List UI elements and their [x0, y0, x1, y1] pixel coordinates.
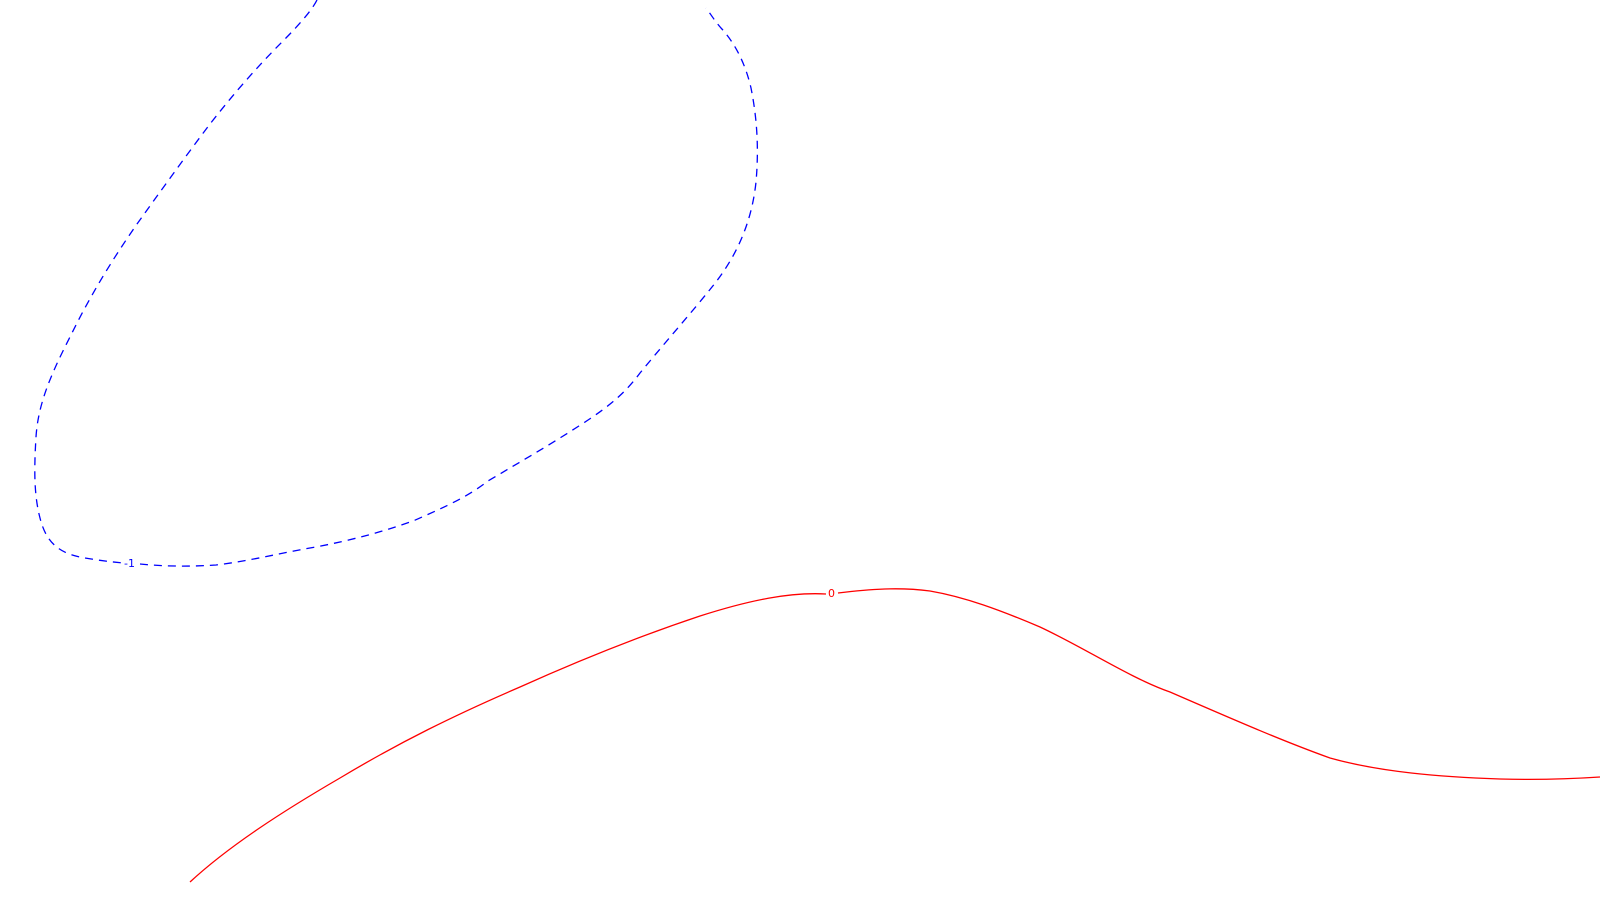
- blue-dashed-contour-line: [34, 0, 759, 567]
- red-contour-level-label: 0: [828, 587, 835, 600]
- red-solid-contour-line: [189, 588, 1600, 883]
- blue-contour-level-label: -1: [124, 557, 135, 570]
